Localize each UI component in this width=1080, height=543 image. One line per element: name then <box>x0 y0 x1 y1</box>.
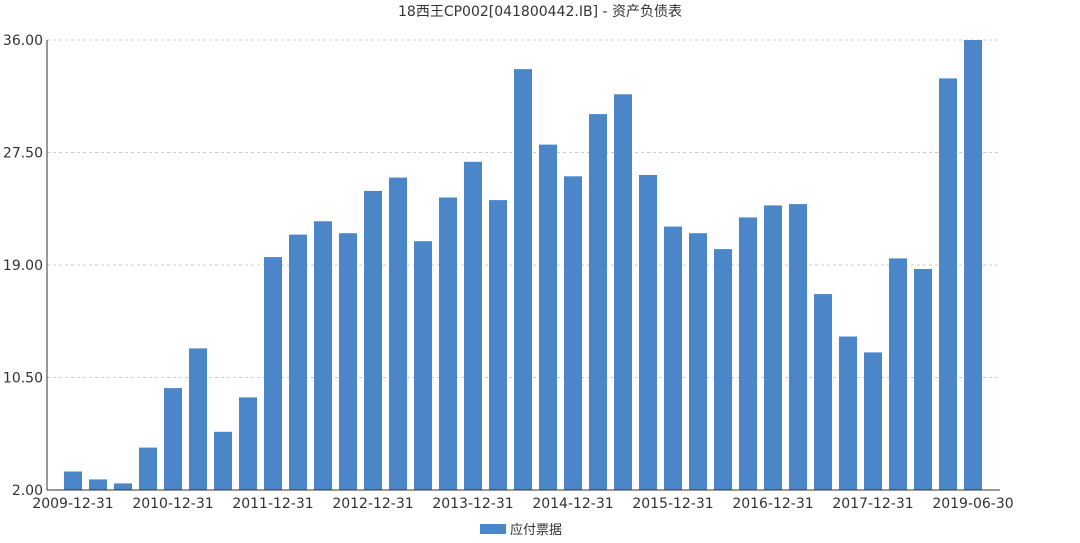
legend-label: 应付票据 <box>510 522 562 538</box>
bar[interactable] <box>789 204 807 490</box>
x-tick-label: 2015-12-31 <box>632 496 713 512</box>
x-tick-label: 2011-12-31 <box>232 496 313 512</box>
y-tick-label: 36.00 <box>3 33 43 49</box>
x-tick-label: 2013-12-31 <box>432 496 513 512</box>
bar-series <box>64 40 982 491</box>
bar[interactable] <box>339 233 357 490</box>
bar[interactable] <box>939 78 957 491</box>
bar[interactable] <box>364 190 382 490</box>
bar[interactable] <box>714 249 732 490</box>
bar[interactable] <box>214 431 232 490</box>
bar[interactable] <box>164 388 182 490</box>
bar[interactable] <box>614 94 632 491</box>
y-tick-label: 19.00 <box>3 258 43 274</box>
bar[interactable] <box>389 177 407 490</box>
bar[interactable] <box>464 161 482 491</box>
bar[interactable] <box>439 197 457 491</box>
x-tick-label: 2014-12-31 <box>532 496 613 512</box>
bar[interactable] <box>689 233 707 490</box>
bar[interactable] <box>314 221 332 491</box>
bar[interactable] <box>289 234 307 490</box>
bar[interactable] <box>564 176 582 491</box>
bar[interactable] <box>814 294 832 490</box>
y-tick-label: 2.00 <box>12 483 43 499</box>
bar[interactable] <box>664 226 682 490</box>
bar[interactable] <box>114 483 132 490</box>
x-tick-label: 2017-12-31 <box>832 496 913 512</box>
bar[interactable] <box>889 258 907 490</box>
bar[interactable] <box>589 114 607 490</box>
bar[interactable] <box>239 397 257 490</box>
chart-title: 18西王CP002[041800442.IB] - 资产负债表 <box>398 4 682 20</box>
bar[interactable] <box>964 40 982 490</box>
axes <box>46 40 1000 491</box>
bar[interactable] <box>64 471 82 491</box>
bar[interactable] <box>539 144 557 490</box>
bar[interactable] <box>914 269 932 490</box>
bar[interactable] <box>864 352 882 490</box>
bar[interactable] <box>189 348 207 490</box>
bar[interactable] <box>764 205 782 490</box>
bar[interactable] <box>414 241 432 490</box>
bar[interactable] <box>639 175 657 490</box>
bar[interactable] <box>739 217 757 490</box>
bar[interactable] <box>839 336 857 491</box>
bar[interactable] <box>139 447 157 490</box>
y-tick-label: 10.50 <box>3 371 43 387</box>
legend[interactable]: 应付票据 <box>480 522 562 538</box>
bar[interactable] <box>489 200 507 490</box>
x-tick-label: 2019-06-30 <box>932 496 1013 512</box>
x-tick-label: 2010-12-31 <box>132 496 213 512</box>
x-tick-label: 2009-12-31 <box>32 496 113 512</box>
bar[interactable] <box>514 69 532 490</box>
bar[interactable] <box>264 257 282 490</box>
y-tick-labels: 2.00 10.50 19.00 27.50 36.00 <box>3 33 43 499</box>
x-tick-labels: 2009-12-31 2010-12-31 2011-12-31 2012-12-31… <box>32 496 1013 512</box>
x-tick-label: 2012-12-31 <box>332 496 413 512</box>
y-tick-label: 27.50 <box>3 146 43 162</box>
bar[interactable] <box>89 479 107 490</box>
x-tick-label: 2016-12-31 <box>732 496 813 512</box>
legend-swatch <box>480 524 506 534</box>
